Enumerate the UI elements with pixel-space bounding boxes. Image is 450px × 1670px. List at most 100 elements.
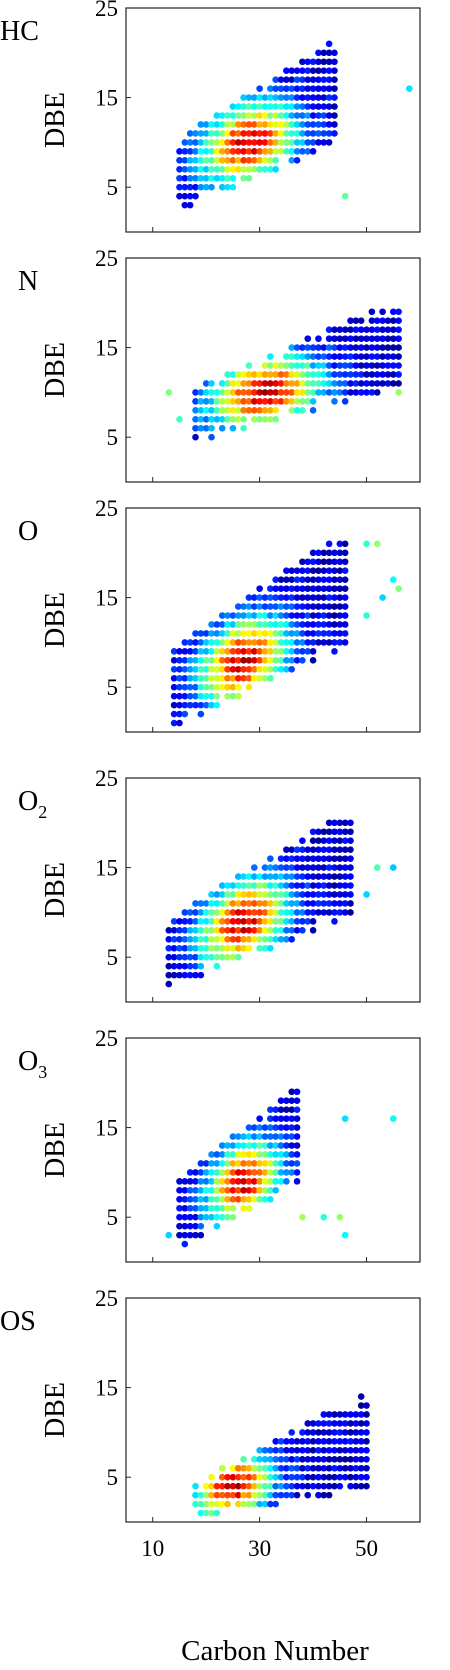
data-point: [256, 130, 263, 137]
data-point: [202, 1491, 210, 1499]
data-point: [267, 1473, 274, 1481]
data-point: [341, 630, 349, 637]
data-point: [197, 1231, 205, 1239]
data-point: [341, 389, 349, 396]
data-point: [213, 398, 221, 405]
data-point: [202, 183, 210, 191]
data-point: [208, 918, 215, 925]
data-point: [218, 657, 226, 664]
data-point: [389, 380, 397, 387]
data-point: [224, 112, 231, 119]
data-point: [250, 1124, 258, 1131]
data-point: [299, 612, 306, 619]
data-point: [245, 1160, 253, 1167]
data-point: [192, 1500, 199, 1508]
data-point: [347, 837, 354, 845]
data-point: [331, 1411, 338, 1418]
data-point: [267, 674, 274, 682]
data-point: [331, 639, 338, 646]
data-point: [389, 576, 397, 583]
data-point: [240, 603, 247, 610]
data-point: [325, 612, 333, 619]
data-point: [389, 1115, 397, 1122]
data-point: [373, 344, 381, 351]
data-point: [229, 1169, 237, 1176]
data-point: [192, 909, 199, 916]
data-point: [304, 1491, 312, 1499]
data-point: [208, 1169, 215, 1176]
data-point: [234, 407, 242, 414]
data-point: [277, 1473, 285, 1481]
data-point: [277, 918, 285, 925]
data-point: [395, 362, 402, 369]
data-point: [299, 344, 306, 351]
data-point: [304, 58, 312, 66]
data-point: [331, 846, 338, 853]
data-point: [256, 891, 263, 898]
data-point: [272, 909, 279, 916]
data-point: [202, 1178, 210, 1185]
data-point: [202, 1169, 210, 1176]
data-point: [288, 130, 296, 137]
data-point: [202, 701, 210, 709]
y-tick-label: 5: [107, 175, 119, 200]
data-point: [347, 371, 354, 378]
data-point: [315, 380, 322, 387]
data-point: [267, 1160, 274, 1167]
data-point: [384, 371, 392, 378]
data-point: [283, 864, 290, 871]
data-point: [261, 1133, 269, 1140]
data-point: [240, 1151, 247, 1158]
data-point: [256, 900, 263, 907]
data-point: [277, 1178, 285, 1185]
data-point: [293, 1097, 301, 1105]
data-point: [202, 648, 210, 655]
data-point: [256, 918, 263, 925]
data-point: [299, 891, 306, 898]
data-point: [213, 1187, 221, 1194]
data-point: [341, 1115, 349, 1122]
data-point: [347, 1482, 354, 1490]
data-point: [315, 576, 322, 583]
data-point: [192, 139, 199, 146]
data-point: [234, 648, 242, 655]
data-point: [234, 927, 242, 934]
data-point: [363, 371, 370, 378]
data-point: [357, 353, 365, 360]
data-point: [272, 1482, 279, 1490]
data-point: [272, 1473, 279, 1481]
data-point: [213, 1195, 221, 1203]
data-point: [341, 864, 349, 871]
data-point: [309, 891, 317, 898]
data-point: [181, 139, 189, 146]
data-point: [299, 67, 306, 75]
data-point: [197, 674, 205, 682]
data-point: [341, 909, 349, 916]
data-point: [218, 1464, 226, 1472]
data-point: [320, 1473, 328, 1481]
data-point: [304, 1420, 312, 1427]
data-point: [218, 380, 226, 387]
data-point: [192, 648, 199, 655]
data-point: [192, 683, 199, 691]
data-point: [213, 648, 221, 655]
data-point: [250, 1455, 258, 1463]
data-point: [288, 112, 296, 119]
data-point: [299, 58, 306, 66]
data-point: [234, 1169, 242, 1176]
data-point: [288, 1482, 296, 1490]
data-point: [213, 621, 221, 628]
data-point: [309, 909, 317, 916]
data-point: [208, 692, 215, 700]
data-point: [197, 918, 205, 925]
data-point: [213, 1500, 221, 1508]
data-point: [213, 1491, 221, 1499]
data-point: [261, 112, 269, 119]
data-point: [304, 918, 312, 925]
data-point: [283, 567, 290, 575]
data-point: [229, 891, 237, 898]
data-point: [197, 389, 205, 396]
data-point: [304, 882, 312, 889]
data-point: [208, 398, 215, 405]
data-point: [224, 407, 231, 414]
